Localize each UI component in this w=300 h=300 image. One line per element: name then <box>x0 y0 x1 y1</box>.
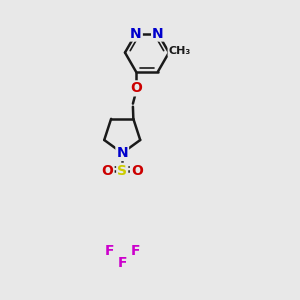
Text: F: F <box>105 244 114 258</box>
Text: S: S <box>117 164 127 178</box>
Text: N: N <box>116 146 128 160</box>
Text: O: O <box>102 164 113 178</box>
Text: O: O <box>130 81 142 95</box>
Text: F: F <box>118 256 127 270</box>
Text: O: O <box>131 164 143 178</box>
Text: N: N <box>130 26 142 40</box>
Text: F: F <box>130 244 140 258</box>
Text: N: N <box>152 26 164 40</box>
Text: CH₃: CH₃ <box>169 46 191 56</box>
